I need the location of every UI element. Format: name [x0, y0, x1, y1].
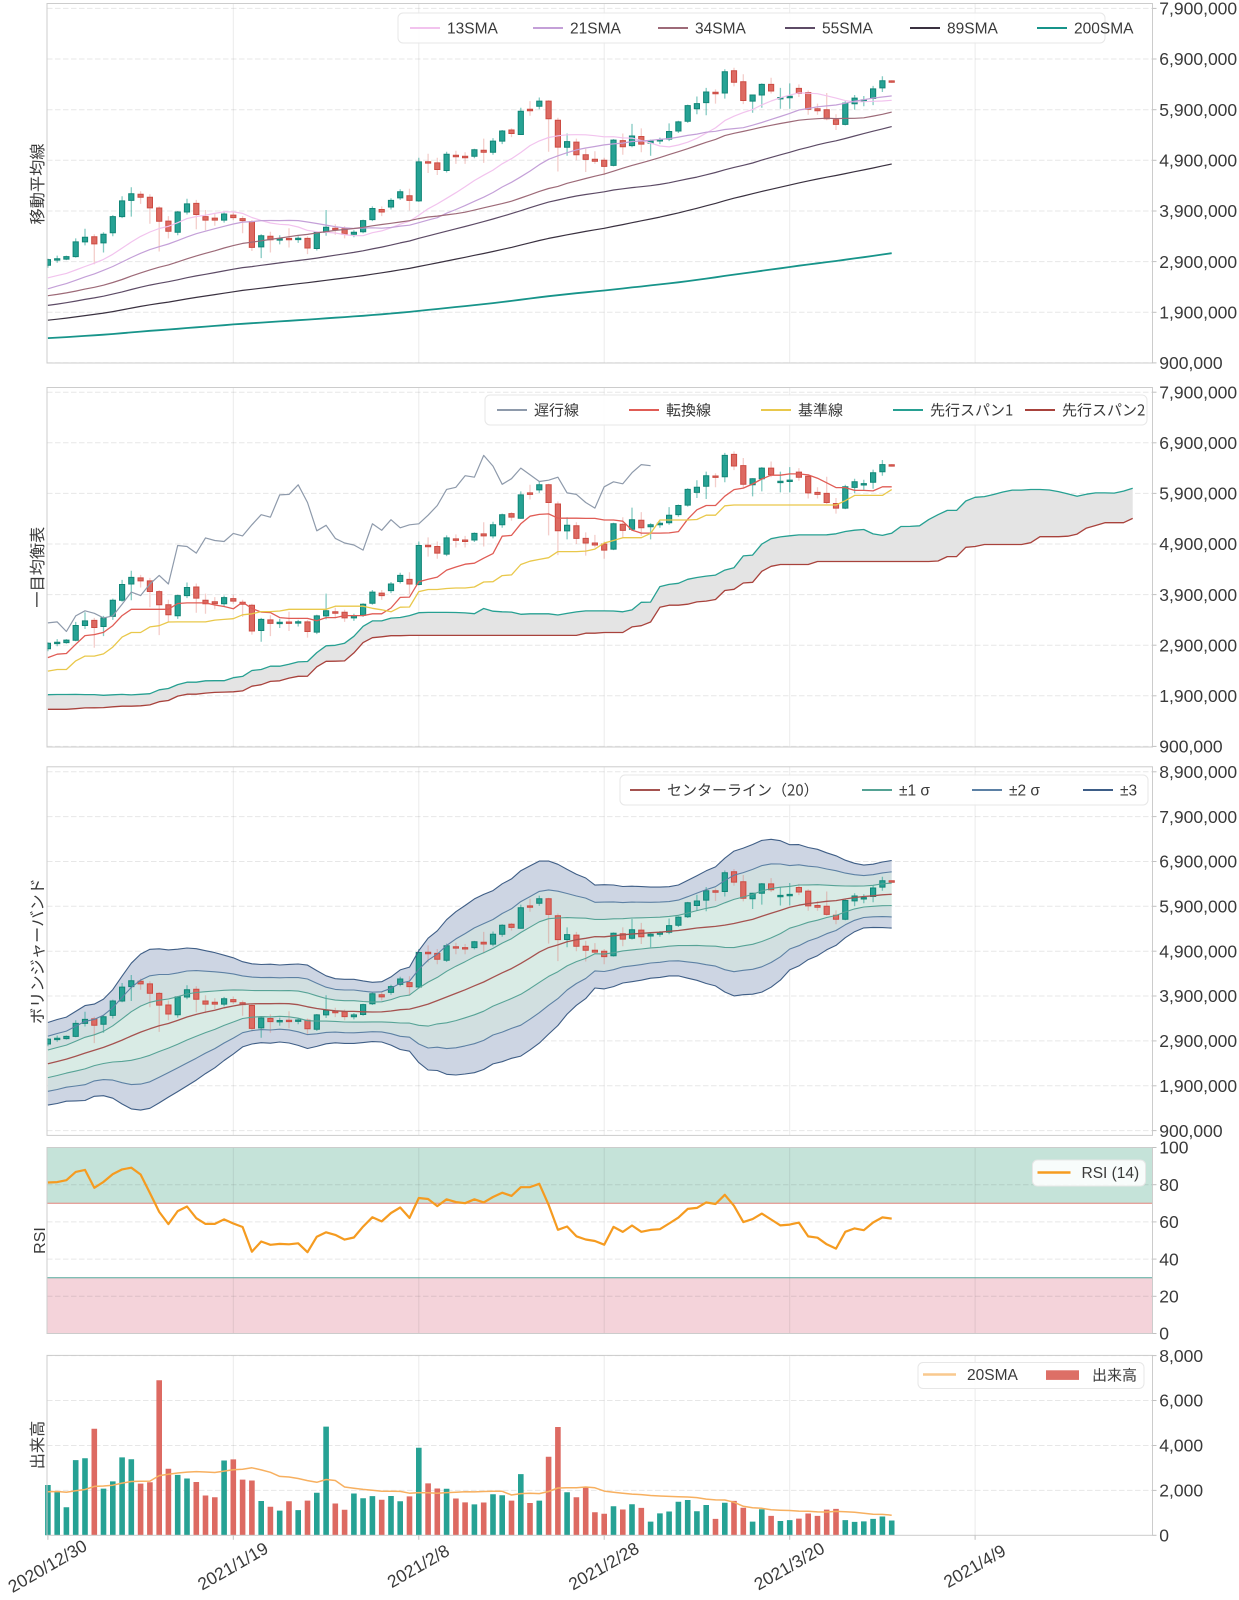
svg-text:20SMA: 20SMA [967, 1367, 1018, 1384]
svg-text:RSI: RSI [32, 1227, 49, 1254]
svg-text:8,900,000: 8,900,000 [1159, 762, 1237, 782]
svg-text:2,900,000: 2,900,000 [1159, 252, 1237, 272]
svg-text:5,900,000: 5,900,000 [1159, 897, 1237, 917]
svg-text:900,000: 900,000 [1159, 353, 1223, 373]
svg-text:0: 0 [1159, 1324, 1169, 1344]
svg-text:7,900,000: 7,900,000 [1159, 0, 1237, 19]
svg-text:3,900,000: 3,900,000 [1159, 201, 1237, 221]
svg-text:2,900,000: 2,900,000 [1159, 1031, 1237, 1051]
svg-text:3,900,000: 3,900,000 [1159, 585, 1237, 605]
svg-text:5,900,000: 5,900,000 [1159, 484, 1237, 504]
svg-text:1,900,000: 1,900,000 [1159, 686, 1237, 706]
svg-text:89SMA: 89SMA [947, 21, 998, 38]
svg-text:±2 σ: ±2 σ [1009, 783, 1040, 800]
svg-text:200SMA: 200SMA [1074, 21, 1134, 38]
svg-text:21SMA: 21SMA [570, 21, 621, 38]
svg-text:7,900,000: 7,900,000 [1159, 807, 1237, 827]
svg-text:20: 20 [1159, 1287, 1179, 1307]
svg-text:0: 0 [1159, 1526, 1169, 1546]
svg-text:4,000: 4,000 [1159, 1436, 1203, 1456]
svg-text:6,000: 6,000 [1159, 1391, 1203, 1411]
svg-text:2,000: 2,000 [1159, 1481, 1203, 1501]
svg-text:900,000: 900,000 [1159, 1121, 1223, 1141]
svg-text:5,900,000: 5,900,000 [1159, 100, 1237, 120]
svg-text:3,900,000: 3,900,000 [1159, 986, 1237, 1006]
svg-text:4,900,000: 4,900,000 [1159, 151, 1237, 171]
svg-text:7,900,000: 7,900,000 [1159, 382, 1237, 402]
svg-text:6,900,000: 6,900,000 [1159, 49, 1237, 69]
svg-text:55SMA: 55SMA [822, 21, 873, 38]
svg-text:60: 60 [1159, 1212, 1179, 1232]
svg-text:100: 100 [1159, 1138, 1188, 1158]
svg-text:RSI (14): RSI (14) [1082, 1165, 1140, 1182]
svg-text:40: 40 [1159, 1249, 1179, 1269]
svg-text:8,000: 8,000 [1159, 1346, 1203, 1366]
svg-text:1,900,000: 1,900,000 [1159, 303, 1237, 323]
svg-text:900,000: 900,000 [1159, 737, 1223, 757]
svg-text:1,900,000: 1,900,000 [1159, 1076, 1237, 1096]
svg-text:4,900,000: 4,900,000 [1159, 534, 1237, 554]
svg-text:±1 σ: ±1 σ [899, 783, 930, 800]
svg-text:6,900,000: 6,900,000 [1159, 433, 1237, 453]
svg-text:13SMA: 13SMA [447, 21, 498, 38]
svg-text:6,900,000: 6,900,000 [1159, 852, 1237, 872]
svg-text:2,900,000: 2,900,000 [1159, 635, 1237, 655]
svg-text:±3: ±3 [1120, 783, 1137, 800]
svg-text:34SMA: 34SMA [695, 21, 746, 38]
svg-text:4,900,000: 4,900,000 [1159, 941, 1237, 961]
svg-text:80: 80 [1159, 1175, 1179, 1195]
